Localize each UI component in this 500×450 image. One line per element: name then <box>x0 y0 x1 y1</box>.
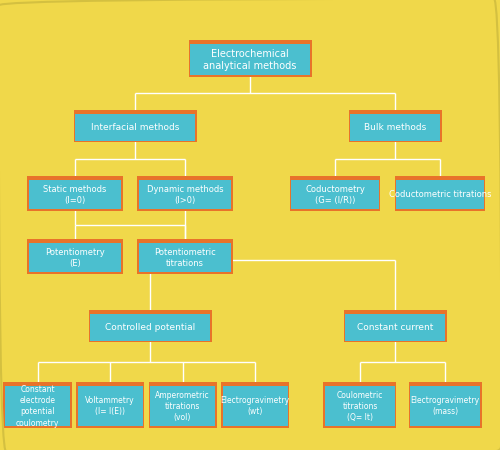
FancyBboxPatch shape <box>137 239 232 274</box>
Text: Interfacial methods: Interfacial methods <box>91 123 179 132</box>
FancyBboxPatch shape <box>188 40 312 76</box>
FancyBboxPatch shape <box>345 314 445 341</box>
FancyBboxPatch shape <box>74 110 196 142</box>
FancyBboxPatch shape <box>27 176 123 211</box>
FancyBboxPatch shape <box>408 382 482 428</box>
Text: Electrochemical
analytical methods: Electrochemical analytical methods <box>204 49 296 71</box>
Text: Controlled potential: Controlled potential <box>105 323 195 332</box>
Text: Coulometric
titrations
(Q= It): Coulometric titrations (Q= It) <box>337 391 383 422</box>
FancyBboxPatch shape <box>138 243 231 272</box>
FancyBboxPatch shape <box>4 382 71 428</box>
FancyBboxPatch shape <box>344 310 446 342</box>
FancyBboxPatch shape <box>137 176 232 211</box>
FancyBboxPatch shape <box>396 180 484 209</box>
FancyBboxPatch shape <box>221 382 289 428</box>
FancyBboxPatch shape <box>28 180 121 209</box>
Text: Static methods
(I=0): Static methods (I=0) <box>44 185 106 205</box>
Text: Electrogravimetry
(wt): Electrogravimetry (wt) <box>220 396 290 416</box>
FancyBboxPatch shape <box>148 382 216 428</box>
FancyBboxPatch shape <box>350 114 440 140</box>
FancyBboxPatch shape <box>325 386 395 427</box>
FancyBboxPatch shape <box>150 386 215 427</box>
FancyBboxPatch shape <box>88 310 212 342</box>
FancyBboxPatch shape <box>291 180 379 209</box>
FancyBboxPatch shape <box>222 386 288 427</box>
Text: Amperometric
titrations
(vol): Amperometric titrations (vol) <box>155 391 210 422</box>
Text: Constant
electrode
potential
coulometry: Constant electrode potential coulometry <box>16 385 59 428</box>
Text: Coductometry
(G= (I/R)): Coductometry (G= (I/R)) <box>305 185 365 205</box>
Text: Dynamic methods
(I>0): Dynamic methods (I>0) <box>146 185 224 205</box>
FancyBboxPatch shape <box>190 44 310 75</box>
FancyBboxPatch shape <box>76 382 144 428</box>
FancyBboxPatch shape <box>27 239 123 274</box>
Text: Coductometric titrations: Coductometric titrations <box>389 190 491 199</box>
Text: Potentiometry
(E): Potentiometry (E) <box>45 248 105 268</box>
Text: Voltammetry
(I= I(E)): Voltammetry (I= I(E)) <box>85 396 135 416</box>
FancyBboxPatch shape <box>90 314 210 341</box>
FancyBboxPatch shape <box>28 243 121 272</box>
FancyBboxPatch shape <box>5 386 70 427</box>
Text: Potentiometric
titrations: Potentiometric titrations <box>154 248 216 268</box>
FancyBboxPatch shape <box>78 386 142 427</box>
FancyBboxPatch shape <box>324 382 396 428</box>
FancyBboxPatch shape <box>395 176 485 211</box>
FancyBboxPatch shape <box>75 114 195 140</box>
Text: Bulk methods: Bulk methods <box>364 123 426 132</box>
Text: Electrogravimetry
(mass): Electrogravimetry (mass) <box>410 396 480 416</box>
FancyBboxPatch shape <box>410 386 480 427</box>
FancyBboxPatch shape <box>290 176 380 211</box>
FancyBboxPatch shape <box>348 110 442 142</box>
Text: Constant current: Constant current <box>357 323 433 332</box>
FancyBboxPatch shape <box>138 180 231 209</box>
